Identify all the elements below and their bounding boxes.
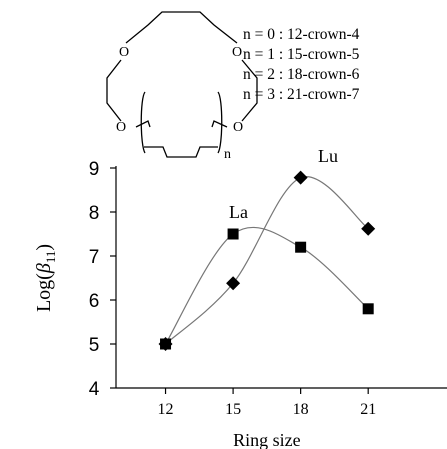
crown-list-item: n = 3 : 21-crown-7: [243, 86, 360, 103]
data-point-lu: [293, 170, 308, 185]
chart-axes: 4 5 6 7 8 9 12 15 18 21 Ring size Log(β11): [33, 159, 447, 449]
oxygen-atom-label: O: [232, 45, 242, 60]
crown-ether-structure: [106, 11, 258, 158]
crown-list-item: n = 1 : 15-crown-5: [243, 46, 360, 63]
y-axis-label: Log(β11): [33, 244, 58, 312]
fit-curve-la: [165, 226, 369, 345]
series-label-la: La: [229, 202, 248, 222]
data-point-lu: [158, 337, 173, 351]
y-tick-label: 5: [89, 335, 100, 356]
oxygen-atom-label: O: [119, 45, 129, 60]
data-point-la: [362, 303, 374, 315]
y-tick-label: 9: [89, 159, 100, 180]
data-point-la: [295, 241, 307, 253]
x-tick-label: 18: [293, 401, 309, 418]
data-markers: [158, 170, 376, 351]
data-point-lu: [226, 276, 241, 291]
oxygen-atom-label: O: [233, 120, 243, 135]
y-tick-label: 4: [89, 379, 100, 400]
series-labels: La Lu: [229, 146, 338, 222]
y-tick-label: 8: [89, 203, 100, 224]
x-tick-label: 12: [158, 401, 174, 418]
x-tick-label: 21: [360, 401, 376, 418]
crown-list-item: n = 0 : 12-crown-4: [243, 26, 360, 43]
data-point-la: [227, 228, 239, 240]
crown-list-item: n = 2 : 18-crown-6: [243, 66, 360, 83]
fit-curve-lu: [165, 176, 369, 345]
y-tick-label: 7: [89, 247, 100, 268]
fit-curves: [165, 176, 369, 345]
oxygen-atom-label: O: [116, 120, 126, 135]
y-tick-label: 6: [89, 291, 100, 312]
x-tick-label: 15: [225, 401, 241, 418]
repeat-subscript-n: n: [224, 147, 231, 162]
x-axis-label: Ring size: [233, 430, 301, 449]
data-point-lu: [361, 221, 376, 236]
series-label-lu: Lu: [318, 146, 338, 166]
